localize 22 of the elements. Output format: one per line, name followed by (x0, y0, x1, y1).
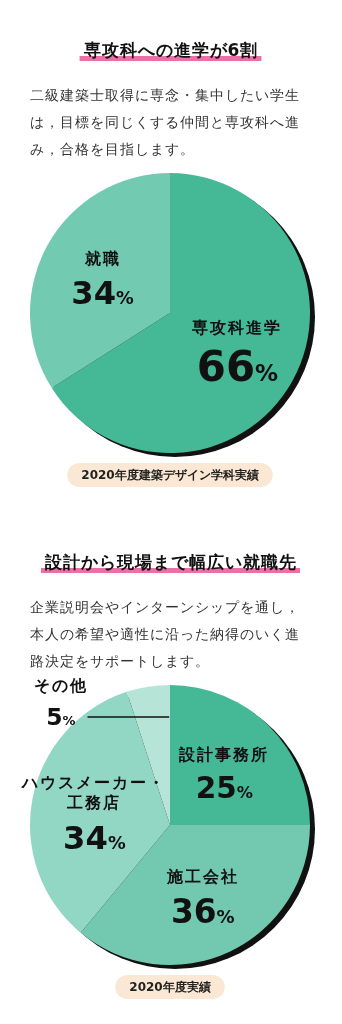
data-label: 25% (195, 770, 254, 805)
data-label: 5% (46, 702, 76, 731)
slice-label: ハウスメーカー・工務店 (21, 773, 167, 813)
data-label: 36% (170, 892, 235, 931)
slice-label: 就職 (83, 248, 121, 268)
text: 2020年度実績 (129, 980, 211, 994)
slice-label: 設計事務所 (178, 744, 270, 764)
slice-label: 専攻科進学 (191, 318, 283, 338)
chart-subtitle: 企業説明会やインターンシップを通し，本人の希望や適性に沿った納得のいく進路決定をサポートします。 (30, 599, 300, 669)
text: 2020年度建築デザイン学科実績 (81, 468, 259, 482)
pie-slice (30, 173, 170, 389)
data-label: 34% (63, 818, 126, 857)
slice-label: 施工会社 (165, 867, 239, 887)
data-label: 34% (71, 273, 135, 312)
chart-subtitle: 二級建築士取得に専念・集中したい学生は，目標を同じくする仲間と専攻科へ進み，合格を目指します。 (30, 87, 300, 157)
slice-label: その他 (33, 676, 88, 696)
chart-title: 専攻科への進学が6割 (82, 40, 259, 60)
pie-slice (126, 685, 170, 825)
chart-title: 設計から現場まで幅広い就職先 (44, 552, 297, 572)
pie-slice (170, 685, 310, 825)
pie-slice (51, 173, 310, 453)
data-label: 66% (196, 341, 279, 391)
